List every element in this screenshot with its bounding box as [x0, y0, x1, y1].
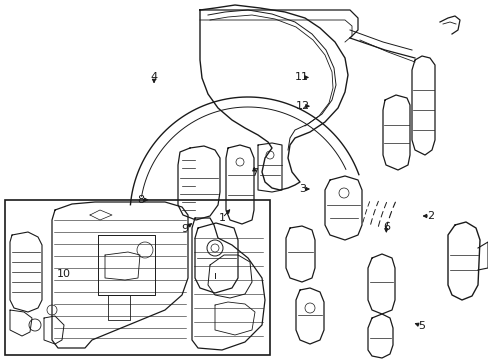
- Text: 6: 6: [382, 222, 389, 232]
- Text: 11: 11: [295, 72, 308, 82]
- Text: 8: 8: [137, 195, 144, 205]
- Text: 12: 12: [296, 101, 309, 111]
- Text: 10: 10: [57, 269, 70, 279]
- Text: 7: 7: [250, 168, 257, 178]
- Text: 5: 5: [417, 321, 424, 331]
- Text: 9: 9: [181, 224, 188, 234]
- Text: 1: 1: [219, 213, 225, 223]
- Text: 3: 3: [299, 184, 306, 194]
- Text: 4: 4: [150, 72, 157, 82]
- Text: 2: 2: [426, 211, 433, 221]
- Bar: [5, 200, 269, 355]
